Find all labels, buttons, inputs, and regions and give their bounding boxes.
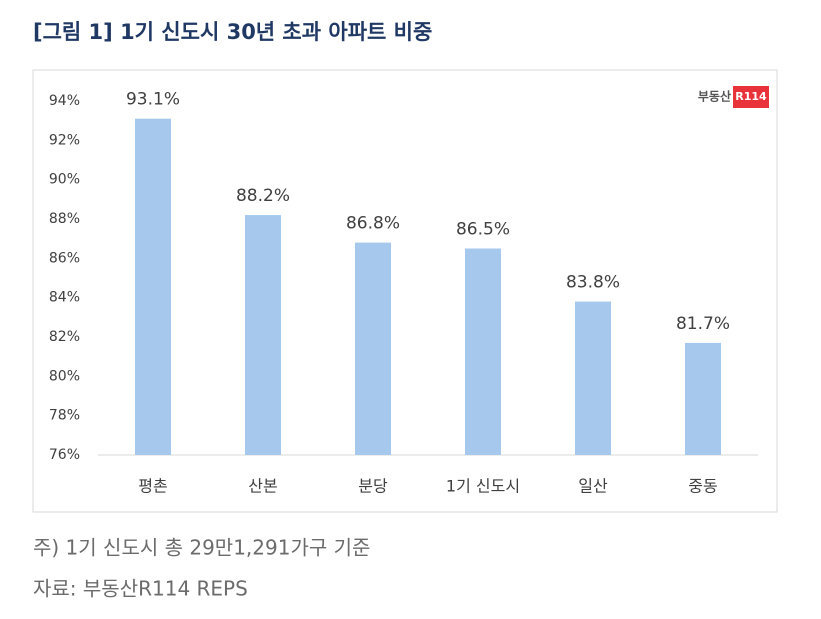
bar [575,301,611,455]
y-tick-label: 78% [49,408,80,424]
y-tick-label: 80% [49,368,80,384]
chart-title: [그림 1] 1기 신도시 30년 초과 아파트 비중 [33,20,432,44]
y-tick-label: 90% [49,172,80,188]
logo-text: 부동산 [698,89,731,104]
y-tick-label: 84% [49,290,80,306]
bar [465,248,501,455]
y-tick-label: 94% [49,93,80,109]
value-label: 83.8% [566,273,620,293]
y-tick-label: 76% [49,447,80,463]
source: 자료: 부동산R114 REPS [33,577,248,601]
value-label: 88.2% [236,186,290,206]
chart-frame [32,69,778,513]
bar [685,342,721,455]
x-tick-label: 평촌 [138,477,167,496]
x-tick-label: 산본 [248,477,277,496]
logo-badge: R114 [735,90,767,103]
logo-badge-bg [733,86,769,108]
y-tick-label: 88% [49,211,80,227]
y-tick-label: 82% [49,329,80,345]
x-tick-label: 분당 [358,477,388,496]
y-tick-label: 86% [49,250,80,266]
x-tick-label: 중동 [688,477,717,496]
note: 주) 1기 신도시 총 29만1,291가구 기준 [33,536,370,560]
value-label: 93.1% [126,90,180,110]
value-label: 86.8% [346,214,400,234]
value-label: 81.7% [676,314,730,334]
bar [135,118,171,455]
x-tick-label: 1기 신도시 [446,477,520,496]
x-tick-label: 일산 [578,477,608,496]
bar [355,242,391,455]
bar [245,215,281,455]
y-tick-label: 92% [49,132,80,148]
value-label: 86.5% [456,220,510,240]
